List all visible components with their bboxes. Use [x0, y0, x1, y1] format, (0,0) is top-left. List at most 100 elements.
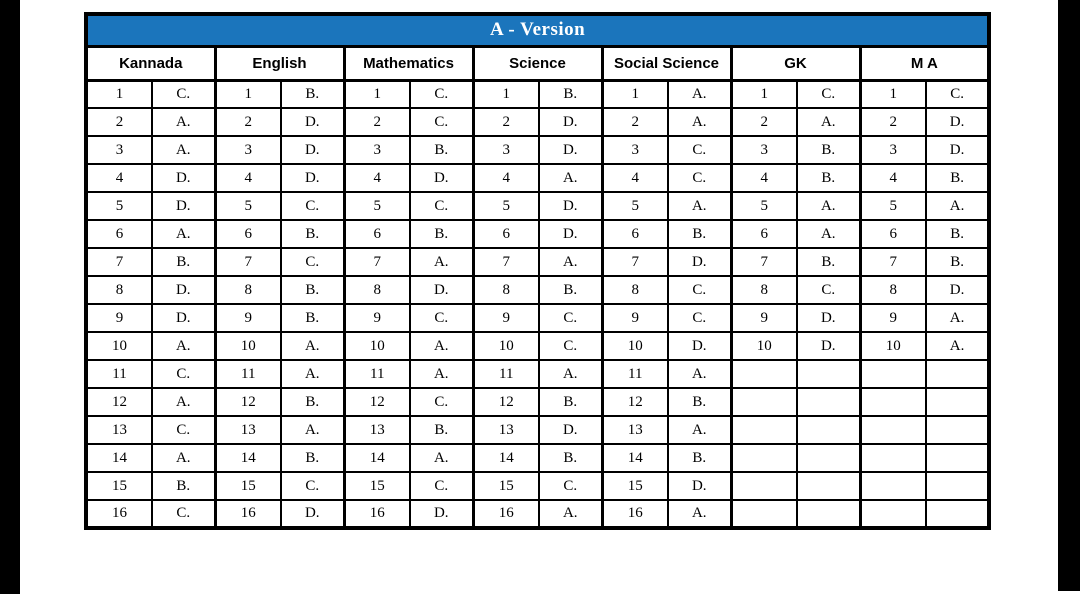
answer-cell: B.	[796, 247, 861, 277]
question-number-cell: 1	[342, 79, 411, 109]
question-number-cell	[858, 387, 927, 417]
table-row: 13 C. 13 A. 13 B. 13 D. 13 A.	[84, 415, 991, 445]
question-number-cell: 1	[471, 79, 540, 109]
answer-cell: D.	[280, 135, 345, 165]
answer-cell: A.	[667, 499, 732, 529]
answer-cell: D.	[538, 107, 603, 137]
question-number-cell: 8	[600, 275, 669, 305]
answer-cell: A.	[667, 79, 732, 109]
question-number-cell: 6	[213, 219, 282, 249]
answer-cell: C.	[924, 79, 991, 109]
question-number-cell: 2	[600, 107, 669, 137]
answer-cell: D.	[151, 303, 216, 333]
subject-header-gk: GK	[729, 44, 862, 82]
answer-cell: A.	[409, 331, 474, 361]
answer-cell: B.	[924, 247, 991, 277]
question-number-cell: 4	[84, 163, 153, 193]
answer-cell: C.	[538, 331, 603, 361]
answer-cell: A.	[667, 191, 732, 221]
question-number-cell: 4	[342, 163, 411, 193]
answer-cell	[796, 499, 861, 529]
question-number-cell: 14	[213, 443, 282, 473]
answer-cell: D.	[796, 331, 861, 361]
table-row: 9 D. 9 B. 9 C. 9 C. 9 C. 9 D. 9 A.	[84, 303, 991, 333]
question-number-cell: 15	[600, 471, 669, 501]
answer-cell: B.	[280, 275, 345, 305]
subject-header-social-science: Social Science	[600, 44, 733, 82]
question-number-cell	[858, 443, 927, 473]
answer-cell: C.	[796, 79, 861, 109]
question-number-cell	[858, 471, 927, 501]
question-number-cell: 5	[729, 191, 798, 221]
table-row: 12 A. 12 B. 12 C. 12 B. 12 B.	[84, 387, 991, 417]
question-number-cell: 1	[858, 79, 927, 109]
question-number-cell: 10	[471, 331, 540, 361]
question-number-cell: 4	[729, 163, 798, 193]
question-number-cell: 8	[84, 275, 153, 305]
answer-cell: B.	[538, 275, 603, 305]
answer-cell: D.	[538, 415, 603, 445]
title-row: A - Version	[84, 12, 991, 48]
question-number-cell: 10	[600, 331, 669, 361]
question-number-cell	[858, 359, 927, 389]
question-number-cell: 12	[213, 387, 282, 417]
answer-cell: B.	[538, 387, 603, 417]
answer-cell: B.	[280, 387, 345, 417]
answer-cell: C.	[280, 471, 345, 501]
question-number-cell: 11	[342, 359, 411, 389]
question-number-cell: 5	[471, 191, 540, 221]
answer-cell: A.	[796, 219, 861, 249]
question-number-cell: 11	[213, 359, 282, 389]
answer-cell: B.	[409, 219, 474, 249]
question-number-cell: 12	[471, 387, 540, 417]
question-number-cell: 2	[858, 107, 927, 137]
question-number-cell: 9	[600, 303, 669, 333]
answer-cell: A.	[538, 163, 603, 193]
table-row: 6 A. 6 B. 6 B. 6 D. 6 B. 6 A. 6 B.	[84, 219, 991, 249]
question-number-cell: 6	[729, 219, 798, 249]
answer-cell: A.	[151, 219, 216, 249]
question-number-cell: 1	[213, 79, 282, 109]
answer-cell: A.	[924, 303, 991, 333]
question-number-cell: 3	[471, 135, 540, 165]
answer-cell: B.	[796, 163, 861, 193]
answer-cell	[924, 359, 991, 389]
answer-cell: A.	[280, 415, 345, 445]
question-number-cell: 11	[471, 359, 540, 389]
question-number-cell: 5	[858, 191, 927, 221]
table-row: 7 B. 7 C. 7 A. 7 A. 7 D. 7 B. 7 B.	[84, 247, 991, 277]
answer-cell: A.	[796, 191, 861, 221]
question-number-cell: 8	[471, 275, 540, 305]
question-number-cell: 3	[858, 135, 927, 165]
answer-cell: C.	[667, 275, 732, 305]
answer-cell: A.	[151, 135, 216, 165]
table-row: 8 D. 8 B. 8 D. 8 B. 8 C. 8 C. 8 D.	[84, 275, 991, 305]
question-number-cell: 15	[342, 471, 411, 501]
question-number-cell: 2	[213, 107, 282, 137]
answer-cell: B.	[538, 79, 603, 109]
answer-cell: C.	[280, 247, 345, 277]
question-number-cell	[858, 499, 927, 529]
question-number-cell: 12	[600, 387, 669, 417]
question-number-cell: 5	[84, 191, 153, 221]
version-title: A - Version	[84, 12, 991, 48]
answer-cell: B.	[538, 443, 603, 473]
answer-cell: B.	[924, 163, 991, 193]
answer-cell: D.	[667, 331, 732, 361]
answer-cell: A.	[280, 359, 345, 389]
answer-cell: A.	[667, 415, 732, 445]
question-number-cell: 14	[342, 443, 411, 473]
scan-edge-left	[0, 0, 20, 594]
table-row: 5 D. 5 C. 5 C. 5 D. 5 A. 5 A. 5 A.	[84, 191, 991, 221]
question-number-cell: 7	[471, 247, 540, 277]
answer-cell: C.	[280, 191, 345, 221]
question-number-cell: 1	[729, 79, 798, 109]
question-number-cell: 6	[342, 219, 411, 249]
answer-cell: D.	[924, 275, 991, 305]
question-number-cell: 10	[858, 331, 927, 361]
answer-cell: B.	[667, 387, 732, 417]
question-number-cell: 12	[342, 387, 411, 417]
question-number-cell	[729, 415, 798, 445]
subject-header-m-a: M A	[858, 44, 991, 82]
question-number-cell: 7	[84, 247, 153, 277]
